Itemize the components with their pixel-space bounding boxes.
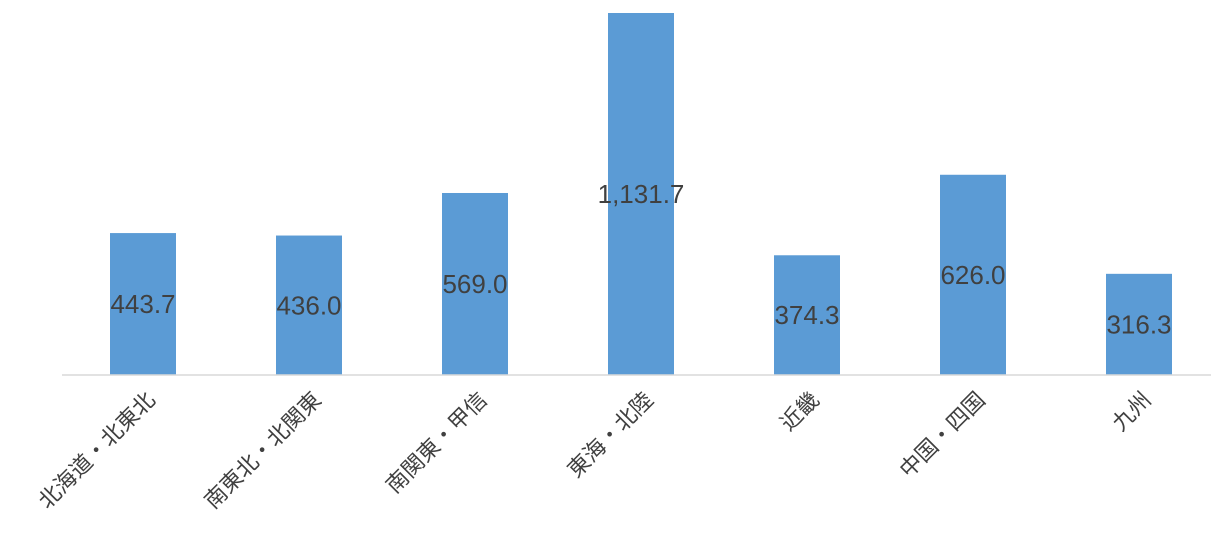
category-label: 東海・北陸 [563, 388, 658, 483]
category-label: 近畿 [776, 388, 825, 437]
bar [940, 174, 1006, 375]
bar-value-label: 443.7 [110, 289, 175, 319]
bar-value-label: 626.0 [940, 260, 1005, 290]
category-label: 九州 [1108, 388, 1157, 437]
bar [442, 192, 508, 375]
bars-group [110, 13, 1172, 375]
value-labels-group: 443.7 436.0 569.0 1,131.7 374.3 626.0 316.3 [110, 179, 1171, 339]
category-label: 南東北・北関東 [200, 388, 327, 515]
bar-value-label: 374.3 [774, 300, 839, 330]
bar-value-label: 1,131.7 [598, 179, 685, 209]
category-label: 中国・四国 [895, 388, 990, 483]
bar [774, 255, 840, 375]
bar-value-label: 569.0 [442, 269, 507, 299]
category-labels-group: 北海道・北東北 南東北・北関東 南関東・甲信 東海・北陸 近畿 中国・四国 九州 [34, 388, 1157, 515]
bar [110, 233, 176, 375]
category-label: 北海道・北東北 [34, 388, 161, 515]
category-label: 南関東・甲信 [382, 388, 493, 499]
bar [1106, 273, 1172, 375]
bar [608, 13, 674, 375]
bar-value-label: 316.3 [1106, 309, 1171, 339]
bar-value-label: 436.0 [276, 290, 341, 320]
bar [276, 235, 342, 375]
